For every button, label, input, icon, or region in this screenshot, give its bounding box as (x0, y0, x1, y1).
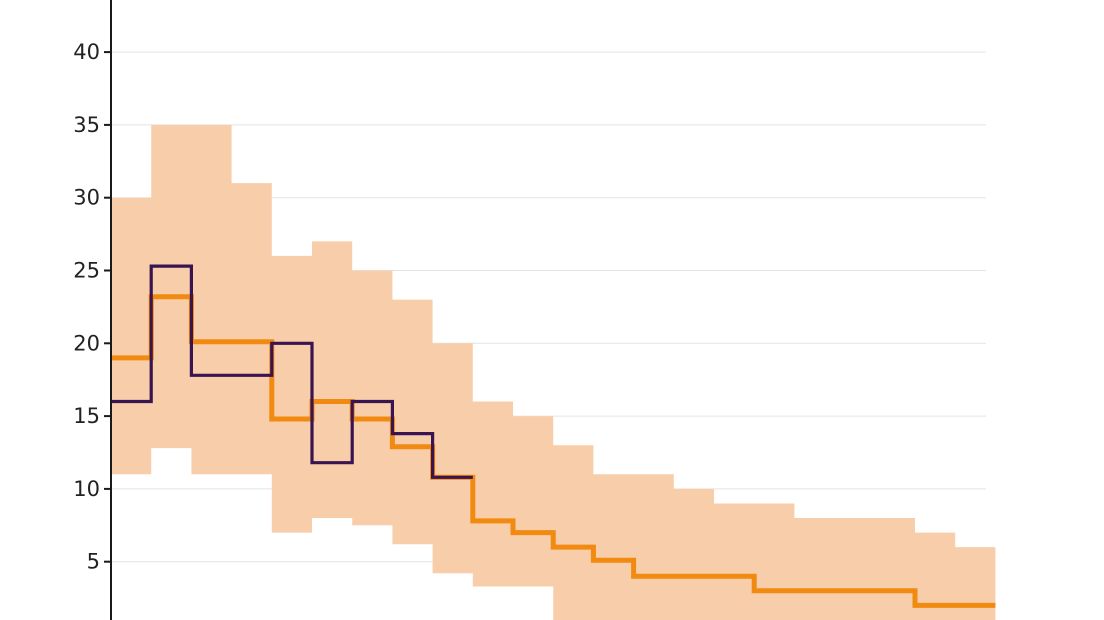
series-lines (111, 264, 996, 608)
series-line-2 (111, 264, 473, 479)
y-tick-label: 30 (73, 186, 100, 210)
y-tick-label: 10 (73, 477, 100, 501)
y-tick-label: 20 (73, 331, 100, 355)
confidence-band (111, 124, 996, 620)
y-tick-label: 35 (73, 113, 100, 137)
confidence-band-area (111, 124, 996, 620)
y-tick-label: 5 (87, 550, 100, 574)
y-axis-ticks: 5 10 15 20 25 30 35 40 (73, 40, 111, 574)
y-tick-label: 40 (73, 40, 100, 64)
y-tick-label: 15 (73, 404, 100, 428)
y-tick-label: 25 (73, 259, 100, 283)
